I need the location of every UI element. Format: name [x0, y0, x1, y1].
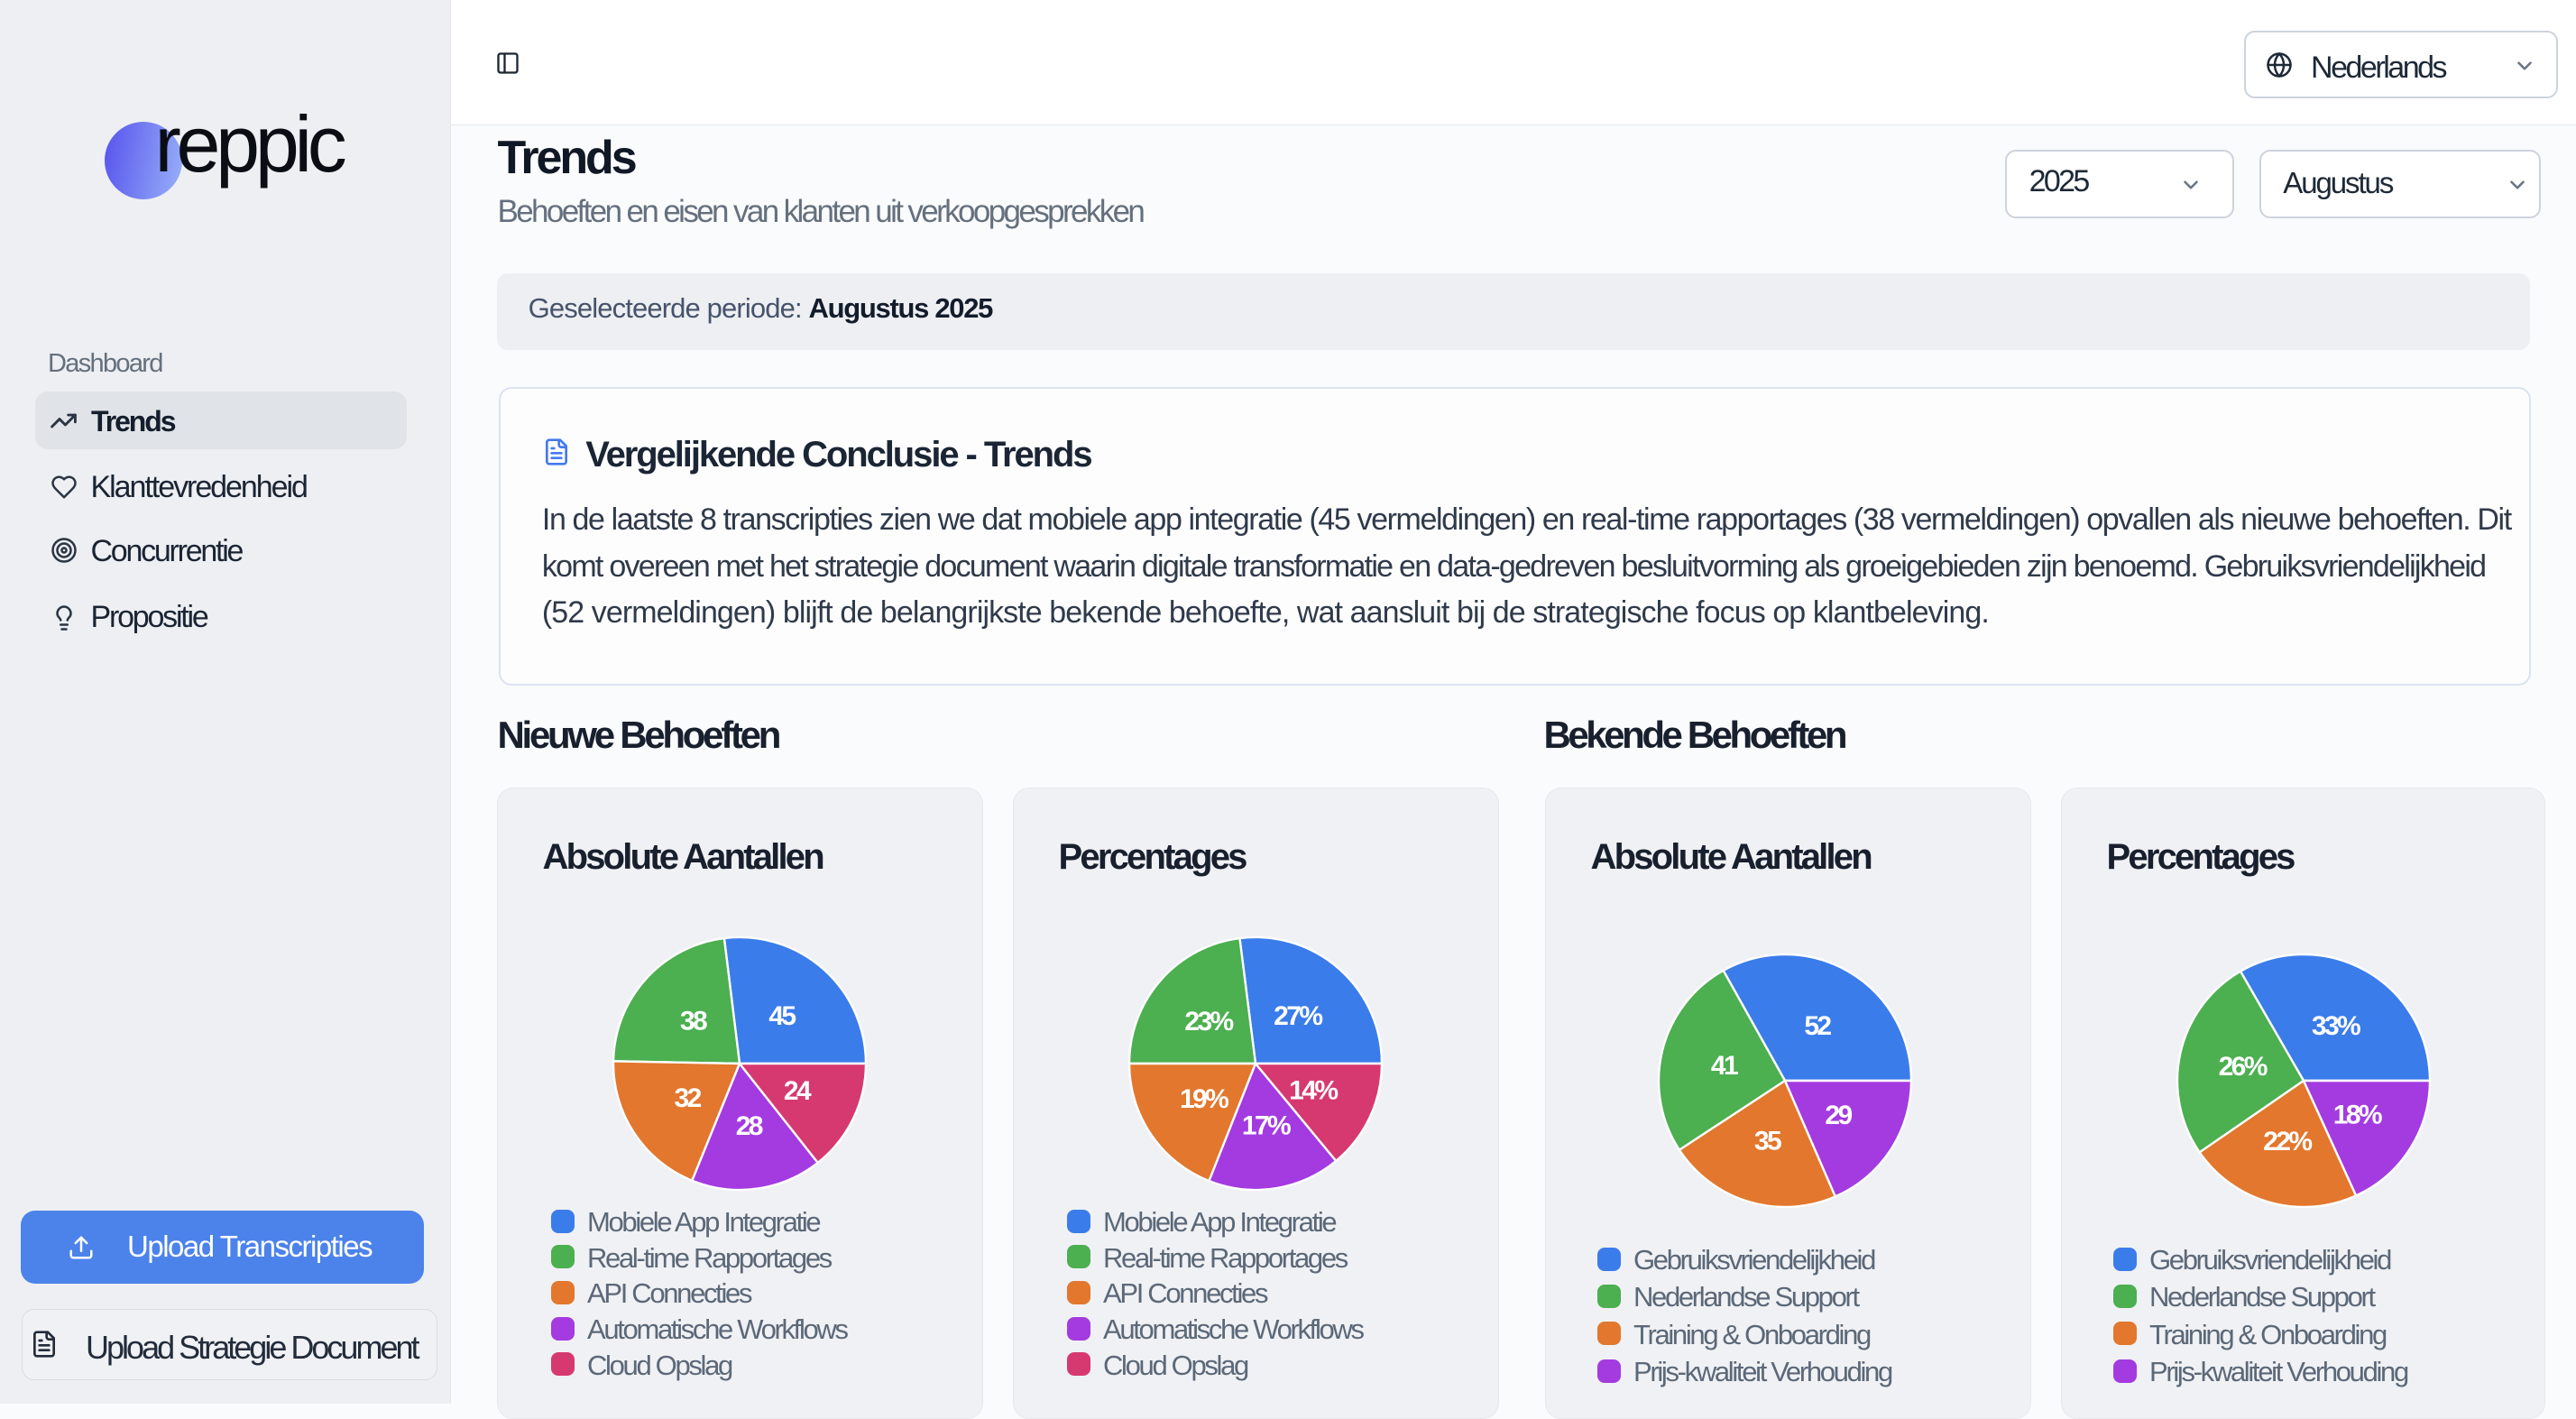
svg-text:32: 32 — [675, 1083, 702, 1113]
svg-text:19%: 19% — [1180, 1084, 1228, 1114]
svg-text:33%: 33% — [2312, 1011, 2360, 1041]
svg-text:24: 24 — [784, 1076, 812, 1106]
svg-text:22%: 22% — [2263, 1127, 2312, 1156]
svg-text:27%: 27% — [1274, 1001, 1322, 1031]
svg-text:18%: 18% — [2333, 1100, 2382, 1129]
svg-text:52: 52 — [1804, 1011, 1831, 1041]
svg-text:23%: 23% — [1184, 1007, 1233, 1037]
svg-text:17%: 17% — [1242, 1111, 1291, 1141]
svg-text:38: 38 — [680, 1007, 707, 1037]
svg-text:45: 45 — [768, 1001, 796, 1031]
svg-text:35: 35 — [1754, 1127, 1781, 1156]
svg-text:14%: 14% — [1289, 1075, 1338, 1105]
svg-text:26%: 26% — [2219, 1052, 2268, 1082]
svg-text:29: 29 — [1825, 1101, 1852, 1130]
svg-text:28: 28 — [736, 1111, 763, 1141]
svg-text:41: 41 — [1711, 1051, 1738, 1081]
